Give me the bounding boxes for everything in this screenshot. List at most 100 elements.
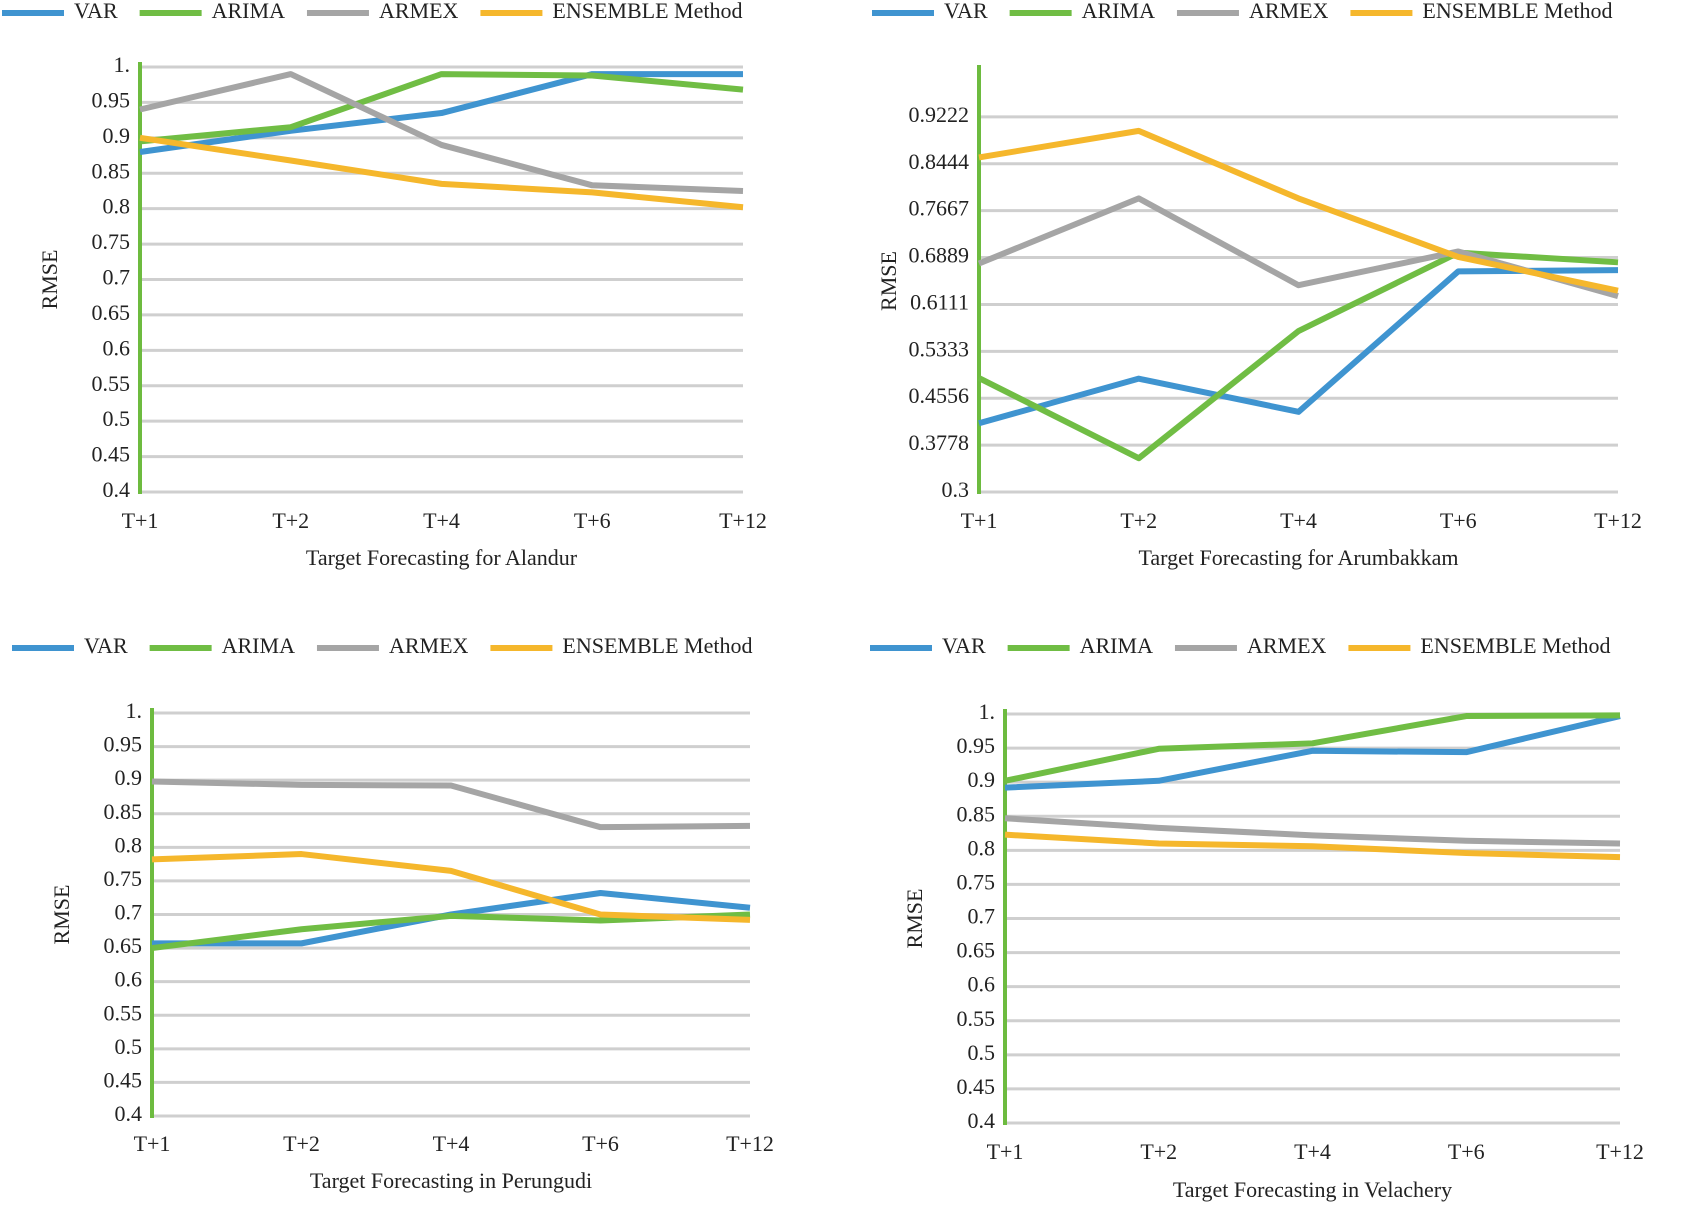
y-tick-label: 0.75 — [104, 866, 143, 891]
x-tick-label: T+4 — [423, 508, 460, 533]
y-tick-label: 0.5 — [103, 406, 131, 431]
y-tick-label: 0.8 — [968, 835, 996, 860]
y-tick-label: 0.85 — [92, 158, 131, 183]
x-axis-title: Target Forecasting in Perungudi — [310, 1168, 592, 1193]
y-tick-label: 0.95 — [957, 733, 996, 758]
y-tick-label: 0.4 — [103, 477, 131, 502]
series-line — [1004, 712, 1621, 784]
y-tick-label: 0.6 — [103, 335, 131, 360]
x-tick-label: T+2 — [1120, 508, 1157, 533]
x-tick-label: T+1 — [134, 1131, 171, 1156]
y-tick-label: 1. — [979, 699, 996, 724]
y-tick-label: 0.8 — [103, 194, 131, 219]
y-tick-label: 0.3778 — [909, 430, 970, 455]
y-tick-label: 0.85 — [957, 801, 996, 826]
x-tick-label: T+12 — [1596, 1139, 1644, 1164]
x-tick-label: T+6 — [574, 508, 611, 533]
y-tick-label: 0.45 — [92, 442, 131, 467]
y-tick-label: 0.75 — [92, 229, 131, 254]
y-tick-label: 0.5 — [115, 1034, 143, 1059]
y-tick-label: 0.55 — [104, 1000, 143, 1025]
legend-label: VAR — [84, 633, 128, 658]
y-tick-label: 0.3 — [942, 477, 970, 502]
y-tick-label: 1. — [126, 698, 143, 723]
y-tick-label: 0.7 — [103, 265, 131, 290]
y-tick-label: 0.85 — [104, 799, 143, 824]
legend-label: ENSEMBLE Method — [1420, 633, 1610, 658]
y-tick-label: 0.4 — [968, 1108, 996, 1133]
legend-label: ARIMA — [222, 633, 295, 658]
y-tick-label: 0.4556 — [909, 383, 970, 408]
series-line — [139, 134, 744, 211]
x-axis-title: Target Forecasting for Arumbakkam — [1138, 545, 1458, 570]
y-axis-title: RMSE — [49, 885, 74, 945]
x-tick-label: T+4 — [1294, 1139, 1331, 1164]
legend-label: VAR — [74, 0, 118, 23]
y-tick-label: 0.65 — [92, 300, 131, 325]
legend-label: ENSEMBLE Method — [552, 0, 742, 23]
y-tick-label: 0.95 — [104, 732, 143, 757]
series-line — [977, 195, 1619, 299]
y-tick-label: 0.6111 — [910, 289, 969, 314]
legend-label: ARIMA — [1080, 633, 1153, 658]
series-line — [139, 71, 744, 194]
y-tick-label: 0.8 — [115, 832, 143, 857]
y-tick-label: 0.9 — [115, 765, 143, 790]
x-tick-label: T+12 — [719, 508, 767, 533]
y-tick-label: 0.7 — [115, 900, 143, 925]
x-tick-label: T+2 — [1140, 1139, 1177, 1164]
x-tick-label: T+12 — [726, 1131, 774, 1156]
chart-panel: 0.3 0.3778 0.4556 0.5333 0.6111 0.6889 0.7667 0… — [872, 0, 1642, 570]
x-tick-label: T+6 — [1440, 508, 1477, 533]
y-axis-title: RMSE — [902, 889, 927, 949]
series-line — [139, 71, 744, 145]
y-tick-label: 0.45 — [957, 1074, 996, 1099]
y-tick-label: 0.45 — [104, 1067, 143, 1092]
y-tick-label: 0.75 — [957, 869, 996, 894]
y-tick-label: 0.7 — [968, 904, 996, 929]
x-tick-label: T+2 — [272, 508, 309, 533]
x-tick-label: T+1 — [961, 508, 998, 533]
y-tick-label: 0.6889 — [909, 243, 970, 268]
y-tick-label: 0.55 — [957, 1006, 996, 1031]
series-line — [978, 267, 1619, 427]
series-line — [139, 71, 743, 155]
x-tick-label: T+2 — [283, 1131, 320, 1156]
series-line — [978, 127, 1619, 294]
series-line — [1004, 815, 1621, 847]
x-tick-label: T+6 — [582, 1131, 619, 1156]
y-tick-label: 0.9222 — [909, 102, 970, 127]
x-axis-title: Target Forecasting for Alandur — [306, 545, 578, 570]
y-tick-label: 0.5333 — [909, 336, 970, 361]
legend-label: VAR — [944, 0, 988, 23]
x-tick-label: T+6 — [1448, 1139, 1485, 1164]
legend-label: ENSEMBLE Method — [562, 633, 752, 658]
x-tick-label: T+4 — [1280, 508, 1317, 533]
series-line — [1004, 831, 1621, 861]
series-line — [151, 851, 751, 923]
y-tick-label: 0.95 — [92, 87, 131, 112]
legend-label: ARIMA — [212, 0, 285, 23]
y-axis-title: RMSE — [876, 251, 901, 311]
y-tick-label: 0.4 — [115, 1101, 143, 1126]
legend-label: ARMEX — [389, 633, 469, 658]
x-axis-title: Target Forecasting in Velachery — [1173, 1177, 1452, 1202]
legend-label: VAR — [942, 633, 986, 658]
chart-panel: 0.4 0.45 0.5 0.55 0.6 0.65 0.7 0.75 0.8 0.85 0.9 0.… — [870, 633, 1644, 1202]
x-tick-label: T+12 — [1594, 508, 1642, 533]
x-tick-label: T+4 — [433, 1131, 470, 1156]
x-tick-label: T+1 — [987, 1139, 1024, 1164]
series-line — [977, 249, 1619, 462]
y-tick-label: 0.8444 — [909, 149, 970, 174]
y-tick-label: 0.6 — [115, 967, 143, 992]
chart-panel: 0.4 0.45 0.5 0.55 0.6 0.65 0.7 0.75 0.8 0.85 0.9 0.… — [2, 0, 767, 570]
y-tick-label: 1. — [114, 52, 131, 77]
y-tick-label: 0.6 — [968, 972, 996, 997]
legend-label: ARMEX — [379, 0, 459, 23]
y-tick-label: 0.7667 — [909, 196, 970, 221]
legend-label: ARIMA — [1082, 0, 1155, 23]
chart-panel: 0.4 0.45 0.5 0.55 0.6 0.65 0.7 0.75 0.8 0.85 0.9 0.… — [12, 633, 774, 1193]
y-tick-label: 0.9 — [103, 123, 131, 148]
y-tick-label: 0.65 — [104, 933, 143, 958]
